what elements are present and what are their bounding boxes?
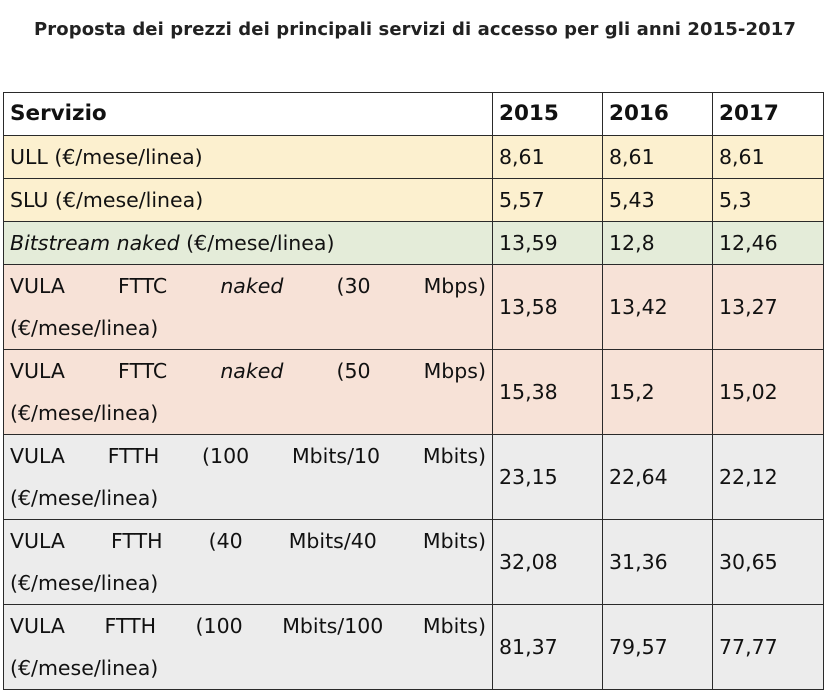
cell-2017: 22,12 bbox=[712, 434, 824, 520]
row-label-line2: (€/mese/linea) bbox=[10, 401, 159, 425]
row-label-italic: Bitstream naked bbox=[10, 231, 180, 255]
row-label: VULA FTTC naked (30 Mbps) (€/mese/linea) bbox=[3, 264, 493, 350]
row-label-rest: (€/mese/linea) bbox=[179, 231, 335, 255]
cell-2015: 15,38 bbox=[492, 349, 603, 435]
table-row-bitstream: Bitstream naked (€/mese/linea) 13,59 12,… bbox=[3, 221, 824, 265]
cell-2015: 32,08 bbox=[492, 519, 603, 605]
row-label-line1: VULA FTTH (100 Mbits/10 Mbits) bbox=[10, 444, 486, 468]
table-row-vula-ftth-100-100: VULA FTTH (100 Mbits/100 Mbits) (€/mese/… bbox=[3, 604, 824, 690]
cell-2015: 5,57 bbox=[492, 178, 603, 222]
row-label-part1: VULA FTTC bbox=[10, 274, 221, 298]
cell-2015: 13,58 bbox=[492, 264, 603, 350]
row-label-line2: (€/mese/linea) bbox=[10, 571, 159, 595]
table-row-vula-ftth-100-10: VULA FTTH (100 Mbits/10 Mbits) (€/mese/l… bbox=[3, 434, 824, 520]
row-label: Bitstream naked (€/mese/linea) bbox=[3, 221, 493, 265]
cell-2016: 22,64 bbox=[602, 434, 713, 520]
cell-2017: 13,27 bbox=[712, 264, 824, 350]
table-row-ull: ULL (€/mese/linea) 8,61 8,61 8,61 bbox=[3, 135, 824, 179]
row-label-part2: (30 Mbps) bbox=[283, 274, 486, 298]
row-label: VULA FTTC naked (50 Mbps) (€/mese/linea) bbox=[3, 349, 493, 435]
row-label-italic: naked bbox=[220, 359, 284, 383]
row-label: VULA FTTH (100 Mbits/10 Mbits) (€/mese/l… bbox=[3, 434, 493, 520]
table-header-row: Servizio 2015 2016 2017 bbox=[3, 92, 824, 136]
table-row-vula-fttc-50: VULA FTTC naked (50 Mbps) (€/mese/linea)… bbox=[3, 349, 824, 435]
cell-2017: 12,46 bbox=[712, 221, 824, 265]
price-table: Servizio 2015 2016 2017 ULL (€/mese/line… bbox=[3, 92, 824, 690]
row-label: VULA FTTH (40 Mbits/40 Mbits) (€/mese/li… bbox=[3, 519, 493, 605]
cell-2016: 8,61 bbox=[602, 135, 713, 179]
row-label-line2: (€/mese/linea) bbox=[10, 656, 159, 680]
table-caption: Proposta dei prezzi dei principali servi… bbox=[34, 19, 796, 40]
cell-2017: 15,02 bbox=[712, 349, 824, 435]
header-2015: 2015 bbox=[492, 92, 603, 136]
cell-2016: 15,2 bbox=[602, 349, 713, 435]
row-label: ULL (€/mese/linea) bbox=[3, 135, 493, 179]
cell-2017: 30,65 bbox=[712, 519, 824, 605]
row-label-line1: VULA FTTC naked (50 Mbps) bbox=[10, 351, 486, 393]
cell-2015: 8,61 bbox=[492, 135, 603, 179]
table-row-vula-ftth-40-40: VULA FTTH (40 Mbits/40 Mbits) (€/mese/li… bbox=[3, 519, 824, 605]
table-row-vula-fttc-30: VULA FTTC naked (30 Mbps) (€/mese/linea)… bbox=[3, 264, 824, 350]
cell-2016: 12,8 bbox=[602, 221, 713, 265]
row-label-line2: (€/mese/linea) bbox=[10, 486, 159, 510]
header-2017: 2017 bbox=[712, 92, 824, 136]
cell-2017: 77,77 bbox=[712, 604, 824, 690]
row-label-line1: VULA FTTH (100 Mbits/100 Mbits) bbox=[10, 614, 486, 638]
cell-2016: 13,42 bbox=[602, 264, 713, 350]
cell-2015: 81,37 bbox=[492, 604, 603, 690]
cell-2016: 79,57 bbox=[602, 604, 713, 690]
row-label: VULA FTTH (100 Mbits/100 Mbits) (€/mese/… bbox=[3, 604, 493, 690]
cell-2015: 13,59 bbox=[492, 221, 603, 265]
row-label: SLU (€/mese/linea) bbox=[3, 178, 493, 222]
cell-2016: 31,36 bbox=[602, 519, 713, 605]
cell-2015: 23,15 bbox=[492, 434, 603, 520]
header-2016: 2016 bbox=[602, 92, 713, 136]
row-label-italic: naked bbox=[220, 274, 284, 298]
row-label-part1: VULA FTTC bbox=[10, 359, 221, 383]
cell-2016: 5,43 bbox=[602, 178, 713, 222]
row-label-line1: VULA FTTH (40 Mbits/40 Mbits) bbox=[10, 529, 486, 553]
row-label-line1: VULA FTTC naked (30 Mbps) bbox=[10, 266, 486, 308]
header-servizio: Servizio bbox=[3, 92, 493, 136]
row-label-line2: (€/mese/linea) bbox=[10, 316, 159, 340]
cell-2017: 8,61 bbox=[712, 135, 824, 179]
row-label-part2: (50 Mbps) bbox=[283, 359, 486, 383]
cell-2017: 5,3 bbox=[712, 178, 824, 222]
table-row-slu: SLU (€/mese/linea) 5,57 5,43 5,3 bbox=[3, 178, 824, 222]
